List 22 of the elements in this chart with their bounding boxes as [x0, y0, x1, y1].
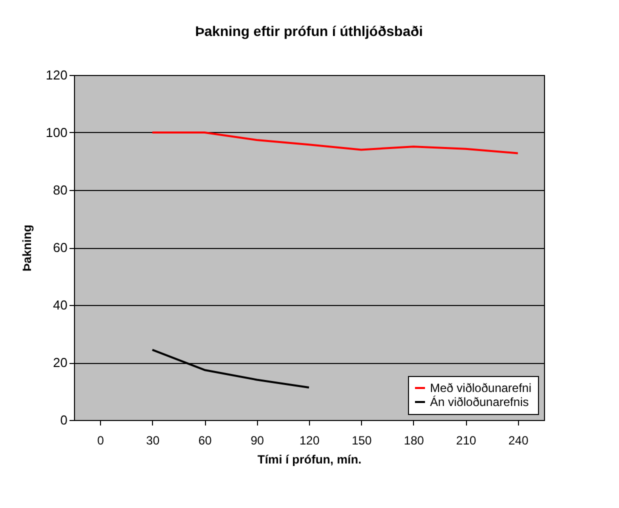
y-tick-label: 120: [46, 68, 68, 82]
y-axis-title: Þakning: [20, 224, 34, 272]
x-tick-label: 30: [146, 434, 160, 448]
x-tick-label: 90: [250, 434, 264, 448]
x-tick-label: 210: [456, 434, 476, 448]
legend-label: Með viðloðunarefni: [430, 381, 532, 395]
x-tick-label: 60: [198, 434, 212, 448]
legend-label: Án viðloðunarefnis: [430, 395, 529, 409]
x-axis-title: Tími í prófun, mín.: [258, 452, 362, 466]
y-tick-label: 100: [46, 125, 68, 140]
x-tick-label: 150: [352, 434, 372, 448]
line-series: [151, 132, 519, 154]
x-tick-label: 0: [97, 434, 104, 448]
y-tick-label: 80: [53, 182, 68, 198]
y-tick-label: 60: [53, 240, 68, 255]
y-tick-label: 20: [53, 355, 68, 370]
y-tick-label: 40: [53, 298, 68, 312]
x-tick-label: 240: [508, 434, 529, 448]
y-tick-label: 0: [60, 412, 68, 428]
chart-title: Þakning eftir prófun í úthljóðsbaði: [195, 23, 423, 39]
x-tick-label: 180: [404, 434, 424, 448]
x-tick-label: 120: [299, 434, 320, 448]
